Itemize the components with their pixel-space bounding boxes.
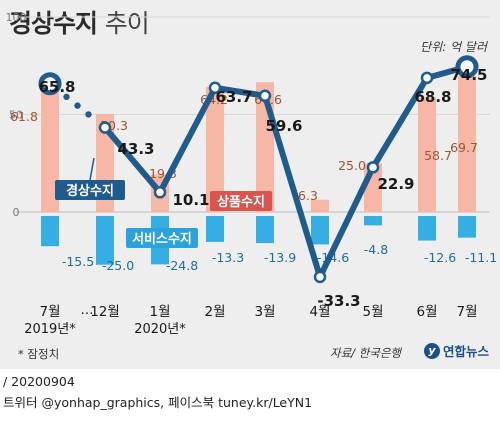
service-value-label: -13.3 [212,250,244,265]
service-bar [206,216,224,242]
goods-value-label: 69.7 [450,140,478,155]
current-account-value-label: -33.3 [317,292,360,310]
x-gap-marker: … [81,303,94,318]
footer-social: 트위터 @yonhap_graphics, 페이스북 tuney.kr/LeYN… [3,395,313,410]
series-tag-label: 상품수지 [217,195,265,210]
current-account-value-label: 63.7 [215,88,252,106]
gap-dot [74,102,81,109]
x-month-label: 7월 [39,304,60,320]
current-account-point [313,270,327,284]
series-tag-label: 경상수지 [66,183,114,199]
unit-label: 단위: 억 달러 [420,40,487,54]
series-tag-label: 서비스수지 [132,232,192,247]
y-tick-label: 50 [9,109,23,122]
current-account-point [420,71,434,85]
goods-value-label: 25.0 [338,158,366,173]
current-account-point [153,186,167,199]
service-bar [311,216,329,245]
current-account-point [38,72,62,96]
current-account-value-label: 43.3 [117,140,154,158]
current-account-value-label: 74.5 [450,66,487,84]
provisional-note: * 잠정치 [18,347,60,361]
goods-value-label: 61.8 [10,109,38,124]
service-value-label: -12.6 [424,250,456,265]
chart-card: 경상수지 추이 단위: 억 달러 0 50 100 61.8 50.3 19.3 64.2 6… [0,0,500,369]
y-tick-label: 0 [13,206,20,219]
service-value-label: -24.8 [166,258,198,273]
service-value-label: -25.0 [102,258,134,273]
source-label: 자료/ 한국은행 [330,346,402,360]
x-year-label: 2020년* [134,322,186,337]
title-main: 경상수지 [9,9,98,38]
current-account-point [258,89,272,103]
service-value-label: -4.8 [364,242,388,257]
goods-bar [41,91,59,212]
x-month-label: 7월 [456,304,477,320]
service-bar [96,216,114,265]
gap-dot [63,93,70,101]
gap-dot [85,111,92,118]
service-value-label: -11.1 [465,250,497,265]
current-account-value-label: 22.9 [377,175,414,193]
service-bar [41,216,59,247]
x-year-label: 2019년* [24,322,76,337]
footer-date: / 20200904 [3,374,75,389]
x-month-label: 6월 [416,304,437,320]
current-account-point [208,81,222,95]
x-month-label: 4월 [309,304,330,320]
goods-bar [311,199,329,212]
goods-value-label: 6.3 [298,188,318,203]
series-tag-box [210,191,272,211]
service-bar [418,216,436,241]
tag-pointer [89,157,95,181]
current-account-point [455,55,479,79]
x-month-label: 2월 [204,304,225,320]
yonhap-logo-name: 연합뉴스 [443,344,490,359]
current-account-value-label: 68.8 [414,88,451,106]
goods-bar [418,97,436,212]
y-tick-label: 100 [6,11,27,24]
service-value-label: -13.9 [264,250,296,265]
x-month-label: 12월 [90,304,120,320]
service-bar [364,216,382,226]
series-tag-box [55,180,125,200]
title-sub: 추이 [104,9,150,38]
goods-bar [458,76,476,213]
chart-title: 경상수지 추이 [9,4,150,40]
yonhap-logo-icon: y [424,342,440,359]
current-account-line [102,63,468,280]
yonhap-logo: y 연합뉴스 [424,341,489,360]
goods-bar [206,86,224,212]
chart-svg: 05010061.850.319.364.266.66.325.058.769.… [6,11,498,337]
service-bar [458,216,476,238]
current-account-point [366,161,380,174]
current-account-value-label: 10.1 [172,191,209,209]
service-value-label: -15.5 [62,254,94,269]
current-account-point [98,121,112,134]
current-account-value-label: 59.6 [265,117,302,135]
x-month-label: 3월 [254,304,275,320]
x-month-label: 5월 [362,304,383,320]
goods-value-label: 58.7 [424,148,452,163]
series-tag-box [126,228,198,248]
service-bar [256,216,274,244]
x-month-label: 1월 [149,304,170,320]
current-account-value-label: 65.8 [38,78,75,96]
